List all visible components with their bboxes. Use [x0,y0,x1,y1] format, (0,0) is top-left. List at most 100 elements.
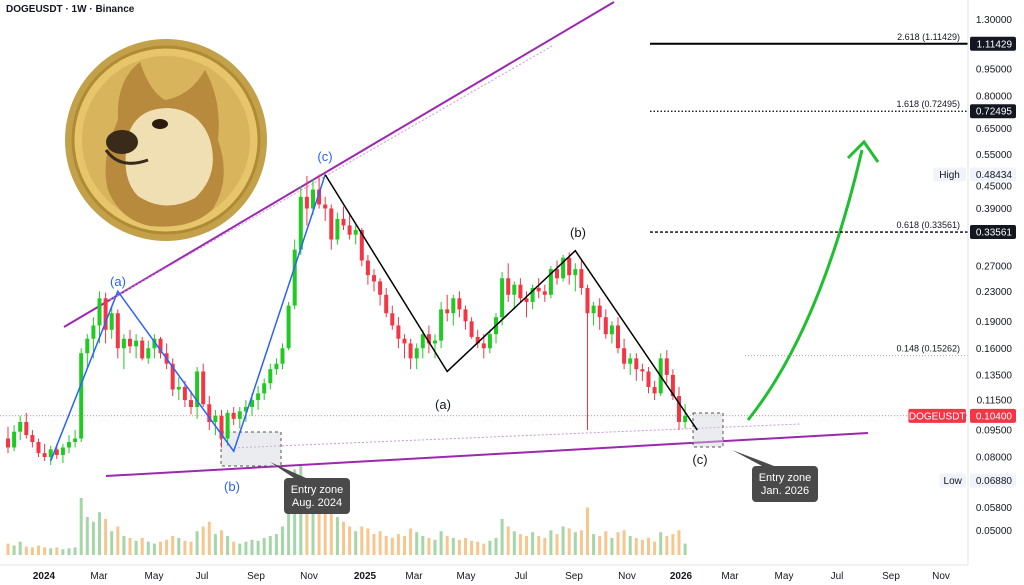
candle [304,175,309,226]
lower-trendline-inner [229,423,801,449]
volume-bar [476,541,480,555]
volume-bar [579,530,583,555]
volume-bar [683,543,687,555]
volume-bar [146,541,150,555]
volume-bar [384,536,388,555]
candle [134,334,139,359]
volume-bar [171,536,175,555]
candle [347,212,352,240]
svg-text:0.33561: 0.33561 [976,228,1013,239]
candle [573,263,578,292]
candle [121,334,126,370]
volume-bar [213,534,217,555]
price-tag: 0.72495 [970,104,1016,119]
volume-bar [457,539,461,555]
volume-bar [470,540,474,555]
volume-bar [610,537,614,555]
price-tick: 0.11500 [977,396,1013,407]
candle [30,430,35,448]
candle [170,358,175,397]
volume-bar [647,537,650,555]
trend-lines [0,1,968,477]
candle [268,363,273,390]
candle [36,438,41,457]
volume-bar [549,530,553,555]
volume-bar [189,541,193,555]
entry-zone-box [220,431,282,467]
volume-bar [12,545,16,555]
candle [677,386,681,431]
dogecoin-logo [65,39,267,241]
volume-bar [195,531,199,555]
volume-bar [671,534,675,555]
candle [298,186,303,255]
svg-text:0.72495: 0.72495 [976,107,1013,118]
volume-bar [232,541,236,555]
candle [311,179,315,215]
volume-bar [18,541,22,555]
volume-bar [537,536,541,555]
wave-labels: (a) (b) (c) (a) (b) (c) [110,149,708,494]
candle [457,291,462,318]
volume-bar [665,536,669,555]
volume-bar [628,536,632,555]
candle [73,430,78,448]
volume-bar [256,540,260,555]
price-tags: 1.11429 0.72495 0.48434 High 0.33561 0.10400 D… [908,36,1016,488]
time-tick: Nov [300,571,318,582]
price-tag: 0.48434 High [933,167,1016,182]
volume-bar [305,488,309,555]
volume-bar [73,547,77,555]
candle [518,278,523,302]
volume-bar [396,534,400,555]
volume-bar [323,502,327,555]
candle [433,334,437,359]
time-axis[interactable]: 2024 Mar May Jul Sep Nov 2025 Mar May Jul Sep Nov 20… [0,564,968,582]
candle [231,407,236,426]
volume-bar [415,532,419,555]
candle [97,291,102,344]
volume-bar [586,507,589,555]
price-tick: 0.05000 [976,526,1013,537]
candle [530,284,535,310]
volume-bar [500,518,504,555]
candle [189,390,193,415]
candle [445,294,450,322]
price-tick: 0.08000 [976,452,1013,463]
price-axis[interactable]: 1.30000 0.95000 0.80000 0.65000 0.55000 0.450… [967,0,1013,565]
svg-text:0.10400: 0.10400 [976,411,1013,422]
time-tick: Jul [515,571,528,582]
price-tick: 0.39000 [976,204,1013,215]
volume-bar [616,532,620,555]
volume-bar [134,540,138,555]
svg-text:Jan. 2026: Jan. 2026 [761,485,809,497]
volume-bar [140,537,144,555]
candle [103,292,108,344]
svg-text:Low: Low [944,476,963,487]
volume-bar [531,532,535,555]
candle [60,443,65,463]
candle [280,343,285,370]
candle [408,338,413,370]
price-tick: 0.95000 [976,64,1013,75]
arrow-head-icon [846,139,880,163]
candle [67,435,71,454]
price-tick: 0.13500 [976,370,1013,381]
price-tick: 1.30000 [976,15,1013,26]
candle [152,334,157,359]
volume-bar [640,539,644,555]
price-tick: 0.05800 [976,503,1013,514]
candle [201,363,206,408]
candle [158,336,163,359]
wave-label: (b) [570,225,586,240]
candle [487,329,492,354]
volume-bar [43,547,47,555]
svg-text:Entry zone: Entry zone [291,484,344,496]
volume-bar [555,534,559,555]
svg-text:0.06880: 0.06880 [976,476,1013,487]
candle [286,301,291,351]
volume-bar [244,541,248,555]
volume-bar [653,541,657,555]
volume-bar [67,548,71,555]
